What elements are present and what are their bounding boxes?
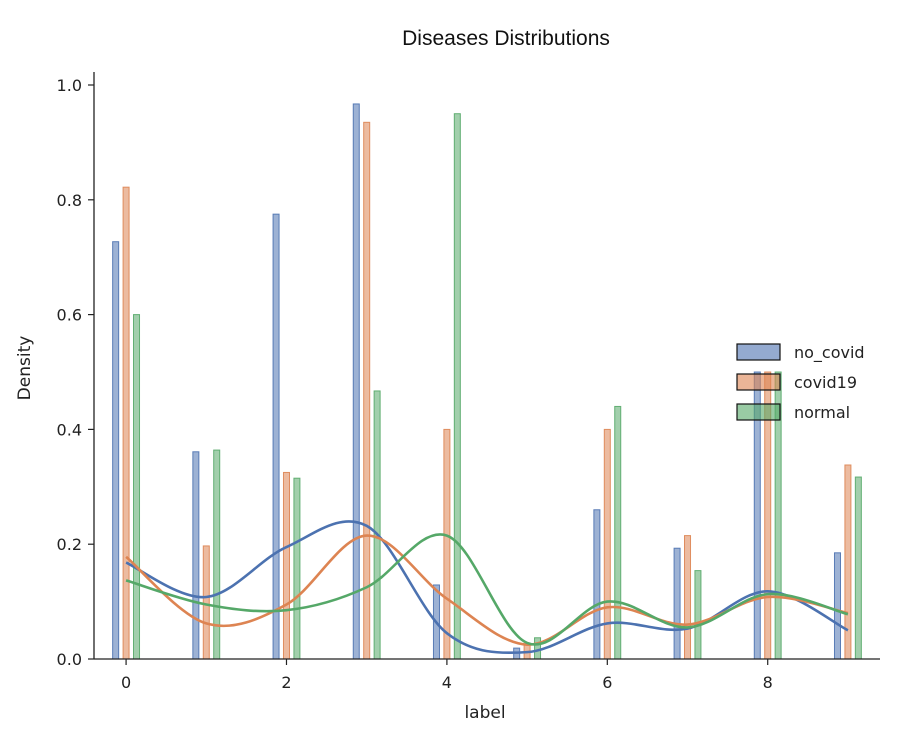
- bar-normal-0: [133, 314, 141, 660]
- y-tick-label: 0.6: [57, 306, 82, 325]
- kde-curves: [125, 520, 849, 655]
- y-tick-label: 1.0: [57, 76, 82, 95]
- y-tick-label: 0.4: [57, 420, 82, 439]
- axes: [93, 72, 880, 660]
- bar-covid19-3: [363, 121, 371, 660]
- y-axis-label: Density: [15, 336, 35, 401]
- bar-normal-9: [854, 476, 862, 660]
- ticks: 0 2 4 6 8 0.0 0.2 0.4 0.6 0.8 1.0: [57, 76, 773, 692]
- bar-covid19-4: [443, 428, 451, 660]
- chart-title: Diseases Distributions: [402, 27, 610, 50]
- legend-swatch-no_covid: [736, 343, 781, 361]
- bar-covid19-1: [202, 545, 210, 660]
- bar-no_covid-7: [673, 547, 681, 660]
- legend-swatch-normal: [736, 403, 781, 421]
- x-tick-label: 6: [602, 673, 612, 692]
- y-tick-label: 0.0: [57, 650, 82, 669]
- bar-normal-6: [614, 405, 622, 660]
- bar-no_covid-2: [272, 213, 280, 660]
- bar-normal-1: [213, 449, 221, 660]
- bar-covid19-2: [282, 471, 290, 660]
- legend-swatch-covid19: [736, 373, 781, 391]
- bar-normal-7: [694, 570, 702, 660]
- kde-line-no_covid: [125, 520, 849, 655]
- bar-no_covid-1: [192, 451, 200, 660]
- bar-no_covid-6: [593, 509, 601, 660]
- kde-line-normal: [125, 533, 849, 646]
- x-tick-label: 4: [442, 673, 452, 692]
- bar-no_covid-0: [112, 241, 120, 660]
- bar-normal-4: [453, 113, 461, 660]
- x-tick-label: 8: [763, 673, 773, 692]
- bar-normal-3: [373, 390, 381, 660]
- x-axis-label: label: [464, 703, 505, 723]
- bar-covid19-0: [122, 186, 130, 660]
- x-tick-label: 0: [121, 673, 131, 692]
- y-tick-label: 0.8: [57, 191, 82, 210]
- legend-label-no_covid: no_covid: [794, 343, 865, 363]
- bars: [112, 103, 862, 660]
- bar-no_covid-9: [833, 552, 841, 660]
- legend-label-normal: normal: [794, 403, 850, 422]
- bar-normal-5: [534, 637, 542, 660]
- legend-label-covid19: covid19: [794, 373, 857, 392]
- legend: no_covid covid19 normal: [736, 343, 865, 422]
- bar-no_covid-3: [352, 103, 360, 660]
- y-tick-label: 0.2: [57, 535, 82, 554]
- bar-covid19-7: [684, 535, 692, 660]
- x-tick-label: 2: [281, 673, 291, 692]
- bar-normal-2: [293, 477, 301, 660]
